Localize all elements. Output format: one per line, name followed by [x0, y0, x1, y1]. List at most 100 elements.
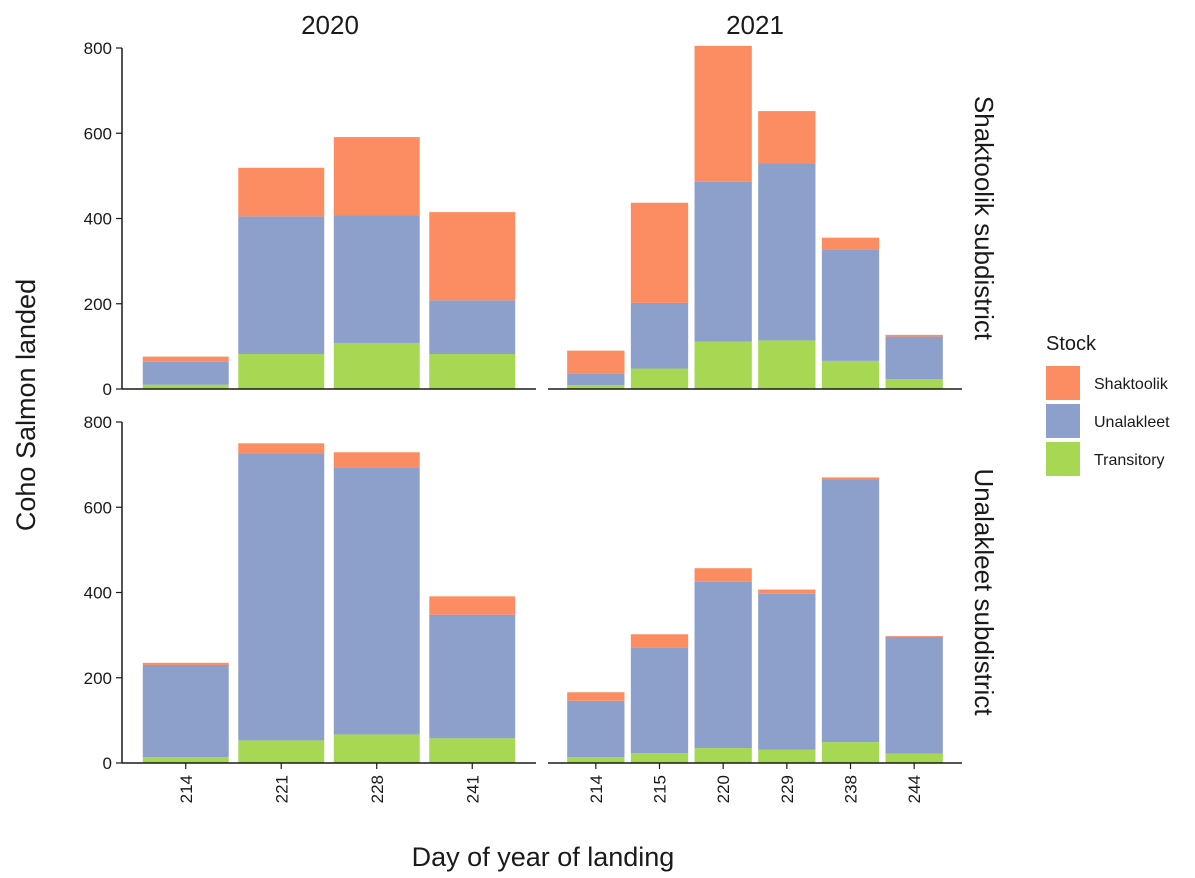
bar-segment-transitory — [142, 757, 229, 763]
x-tick-label: 215 — [651, 775, 670, 803]
legend-swatch-unalakleet — [1046, 404, 1080, 438]
x-tick-label: 228 — [368, 775, 387, 803]
bar-segment-unalakleet — [630, 302, 689, 369]
x-tick-label: 220 — [714, 775, 733, 803]
bar-segment-unalakleet — [821, 249, 880, 361]
bar-segment-transitory — [333, 734, 420, 763]
legend-label-shaktoolik: Shaktoolik — [1094, 376, 1169, 393]
y-tick-label: 800 — [84, 39, 112, 58]
legend-label-transitory: Transitory — [1094, 452, 1165, 469]
bar-segment-shaktoolik — [758, 589, 816, 594]
bar-segment-transitory — [630, 753, 689, 763]
bar-segment-transitory — [142, 384, 229, 389]
bar-segment-unalakleet — [238, 216, 325, 355]
x-tick-label: 244 — [905, 775, 924, 803]
bar-segment-unalakleet — [885, 636, 943, 754]
x-tick-label: 238 — [842, 775, 861, 803]
bar-segment-unalakleet — [333, 467, 420, 735]
bar-segment-shaktoolik — [142, 662, 229, 665]
y-tick-label: 600 — [84, 498, 112, 517]
row-strip-label: Unalakleet subdistrict — [969, 468, 999, 716]
bar-segment-shaktoolik — [630, 634, 689, 648]
y-tick-label: 0 — [103, 380, 112, 399]
legend-swatch-transitory — [1046, 442, 1080, 476]
bar-segment-unalakleet — [142, 664, 229, 758]
y-tick-label: 400 — [84, 584, 112, 603]
bar-segment-unalakleet — [758, 163, 816, 341]
bar-segment-unalakleet — [694, 181, 752, 342]
bar-segment-unalakleet — [567, 373, 625, 386]
bar-segment-transitory — [821, 742, 880, 763]
bar-segment-unalakleet — [429, 614, 516, 739]
panel-2020-shaktoolik-subdistrict: 0 200 400 600 800 — [84, 39, 536, 399]
panel-2020-unalakleet-subdistrict: 214 221 228 241 0 200 400 600 800 — [84, 413, 536, 803]
y-tick-label: 0 — [103, 754, 112, 773]
y-tick-label: 200 — [84, 295, 112, 314]
bar-segment-unalakleet — [567, 700, 625, 758]
bar-segment-shaktoolik — [333, 137, 420, 216]
bar-segment-shaktoolik — [238, 443, 325, 454]
bar-segment-transitory — [630, 368, 689, 389]
row-strip-label: Shaktoolik subdistrict — [969, 96, 999, 341]
bar-segment-unalakleet — [429, 300, 516, 355]
bar-segment-shaktoolik — [429, 596, 516, 615]
y-axis-title: Coho Salmon landed — [11, 279, 41, 531]
bar-segment-unalakleet — [630, 647, 689, 754]
bar-segment-transitory — [885, 753, 943, 763]
column-strip-label: 2020 — [301, 10, 359, 40]
panel-2021-shaktoolik-subdistrict — [548, 45, 962, 390]
bar-segment-transitory — [885, 379, 943, 389]
bar-segment-transitory — [758, 749, 816, 763]
y-tick-label: 400 — [84, 210, 112, 229]
bar-segment-transitory — [429, 354, 516, 389]
bar-segment-unalakleet — [333, 215, 420, 343]
y-tick-label: 600 — [84, 124, 112, 143]
bar-segment-shaktoolik — [821, 477, 880, 480]
bar-segment-transitory — [567, 385, 625, 389]
bar-segment-shaktoolik — [694, 45, 752, 182]
x-tick-label: 241 — [463, 775, 482, 803]
bar-segment-shaktoolik — [333, 452, 420, 468]
bar-segment-transitory — [333, 342, 420, 389]
bar-segment-transitory — [694, 341, 752, 389]
legend-swatch-shaktoolik — [1046, 366, 1080, 400]
bar-segment-unalakleet — [694, 581, 752, 749]
bar-segment-shaktoolik — [630, 202, 689, 303]
bar-segment-shaktoolik — [885, 635, 943, 637]
bar-segment-transitory — [238, 740, 325, 763]
column-strip-2020: 2020 — [301, 10, 359, 40]
x-axis-title: Day of year of landing — [412, 842, 675, 872]
bar-segment-shaktoolik — [142, 356, 229, 362]
bar-segment-shaktoolik — [429, 212, 516, 301]
bar-segment-unalakleet — [758, 593, 816, 750]
bar-segment-shaktoolik — [885, 334, 943, 337]
y-tick-label: 200 — [84, 669, 112, 688]
bar-segment-shaktoolik — [821, 237, 880, 250]
bar-segment-transitory — [821, 360, 880, 389]
bar-segment-shaktoolik — [567, 692, 625, 701]
legend-title: Stock — [1046, 333, 1097, 355]
bar-segment-transitory — [429, 738, 516, 763]
bar-segment-shaktoolik — [567, 350, 625, 374]
bar-segment-shaktoolik — [694, 568, 752, 582]
bar-segment-transitory — [567, 757, 625, 763]
column-strip-label: 2021 — [726, 10, 784, 40]
bar-segment-shaktoolik — [758, 111, 816, 164]
y-tick-label: 800 — [84, 413, 112, 432]
legend: Stock Shaktoolik Unalakleet Transitory — [1046, 333, 1170, 476]
bar-segment-unalakleet — [142, 361, 229, 385]
legend-label-unalakleet: Unalakleet — [1094, 414, 1170, 431]
x-tick-label: 221 — [272, 775, 291, 803]
bar-segment-unalakleet — [821, 479, 880, 743]
bar-segment-unalakleet — [238, 453, 325, 741]
bar-segment-transitory — [238, 354, 325, 389]
x-tick-label: 214 — [587, 775, 606, 803]
bar-segment-unalakleet — [885, 336, 943, 380]
bar-segment-shaktoolik — [238, 167, 325, 217]
x-tick-label: 214 — [177, 775, 196, 803]
panel-2021-unalakleet-subdistrict: 214 215 220 229 238 244 — [548, 477, 962, 803]
bar-segment-transitory — [694, 748, 752, 763]
x-tick-label: 229 — [778, 775, 797, 803]
